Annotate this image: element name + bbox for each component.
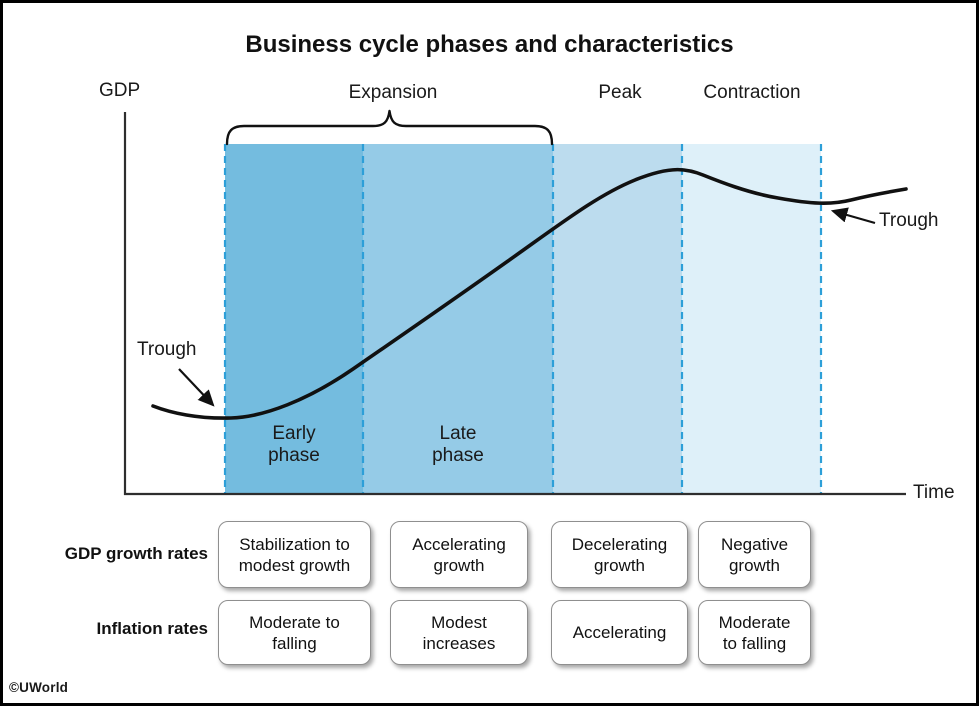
band-expansion-early <box>225 144 363 493</box>
cell-inflation-contraction: Moderate to falling <box>698 600 811 665</box>
row-label-gdp-growth: GDP growth rates <box>64 544 208 563</box>
business-cycle-chart <box>123 109 908 496</box>
trough-label-right: Trough <box>879 210 939 231</box>
cell-gdp-early: Stabilization to modest growth <box>218 521 371 588</box>
trough-label-left: Trough <box>137 339 197 360</box>
band-expansion-late <box>363 144 553 493</box>
phase-label-late: Late phase <box>432 423 484 466</box>
expansion-brace <box>225 109 554 146</box>
trough-arrow-right <box>830 207 876 225</box>
phase-label-early: Early phase <box>268 423 320 466</box>
band-contraction <box>682 144 821 493</box>
cell-gdp-contraction: Negative growth <box>698 521 811 588</box>
phase-label-contraction: Contraction <box>703 82 801 103</box>
x-axis-label: Time <box>913 482 955 503</box>
phase-label-expansion: Expansion <box>348 82 438 103</box>
cell-gdp-late: Accelerating growth <box>390 521 528 588</box>
cell-inflation-early: Moderate to falling <box>218 600 371 665</box>
y-axis-label: GDP <box>99 80 141 101</box>
band-peak <box>553 144 682 493</box>
diagram-title: Business cycle phases and characteristic… <box>245 31 734 58</box>
cell-inflation-late: Modest increases <box>390 600 528 665</box>
phase-label-peak: Peak <box>598 82 642 103</box>
cell-gdp-peak: Decelerating growth <box>551 521 688 588</box>
trough-arrow-left <box>178 368 215 407</box>
row-label-inflation: Inflation rates <box>96 619 208 638</box>
gdp-curve <box>151 167 908 420</box>
copyright-credit: ©UWorld <box>9 680 69 695</box>
cell-inflation-peak: Accelerating <box>551 600 688 665</box>
